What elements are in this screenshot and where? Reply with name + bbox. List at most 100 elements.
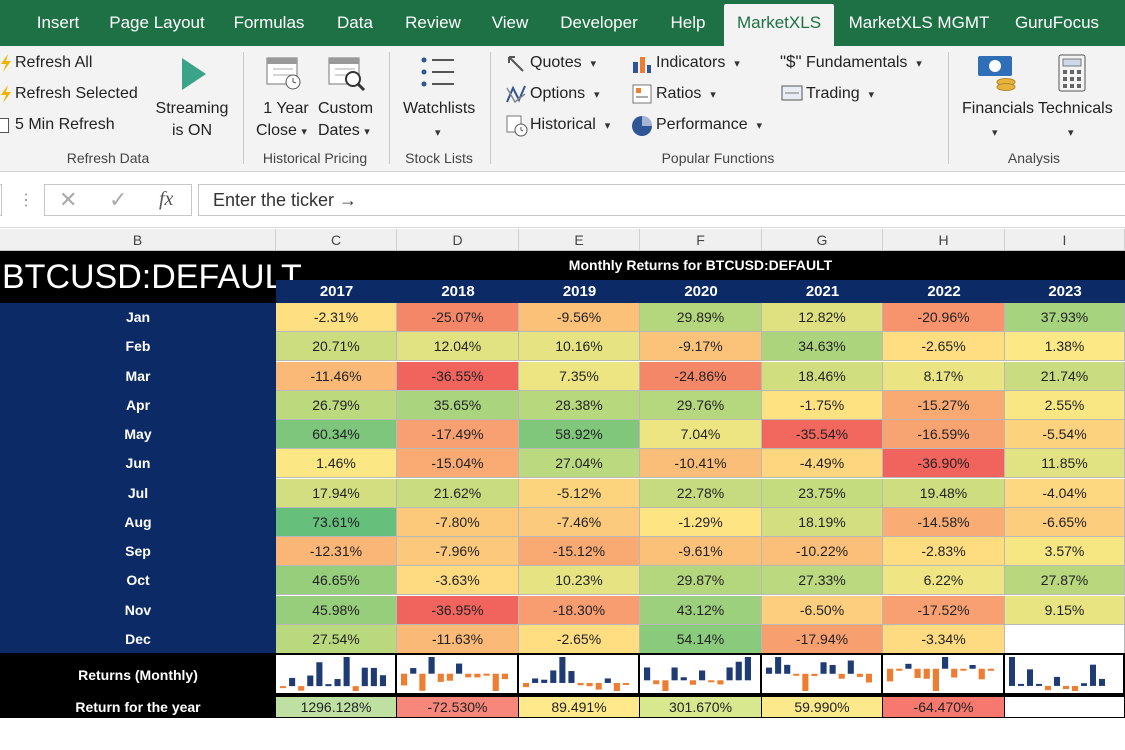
return-cell[interactable]: 9.15% [1005,595,1125,625]
month-label[interactable]: Apr [125,396,151,413]
month-label[interactable]: Jun [125,455,151,472]
return-cell[interactable]: 1.46% [276,449,397,479]
return-cell[interactable]: 45.98% [276,595,397,625]
return-cell[interactable]: -20.96% [883,303,1005,332]
return-cell[interactable]: 73.61% [276,507,397,537]
return-cell[interactable]: -15.27% [883,390,1005,420]
return-cell[interactable]: -1.29% [640,507,762,537]
more-options-icon[interactable]: ⋮ [18,192,34,209]
sparkline[interactable] [640,655,762,693]
return-cell[interactable]: -6.65% [1005,507,1125,537]
month-label[interactable]: Dec [125,630,151,647]
return-cell[interactable]: -12.31% [276,537,397,566]
return-cell[interactable]: 23.75% [762,478,883,508]
return-cell[interactable]: -15.04% [397,449,519,479]
yearly-return-cell[interactable] [1005,697,1125,717]
month-label[interactable]: Jul [127,484,149,501]
return-cell[interactable]: -3.34% [883,624,1005,654]
return-cell[interactable]: 54.14% [640,624,762,654]
return-cell[interactable]: -9.61% [640,537,762,566]
year-header[interactable]: 2023 [1005,280,1125,303]
return-cell[interactable]: 1.38% [1005,332,1125,362]
tab-formulas[interactable]: Formulas [233,13,305,32]
return-cell[interactable]: -36.55% [397,361,519,391]
sparkline[interactable] [519,655,640,693]
yearly-return-cell[interactable]: 59.990% [762,697,883,717]
yearly-return-cell[interactable]: 301.670% [640,697,762,717]
sparkline[interactable] [1005,655,1125,693]
column-header-c[interactable]: C [276,229,397,251]
return-cell[interactable]: 35.65% [397,390,519,420]
return-cell[interactable]: 18.46% [762,361,883,391]
return-cell[interactable]: -24.86% [640,361,762,391]
return-cell[interactable]: 17.94% [276,478,397,508]
return-cell[interactable]: 26.79% [276,390,397,420]
month-label[interactable]: Sep [125,543,151,559]
return-cell[interactable]: -5.12% [519,478,640,508]
return-cell[interactable]: 27.87% [1005,566,1125,596]
return-cell[interactable]: -35.54% [762,420,883,449]
return-cell[interactable]: 2.55% [1005,390,1125,420]
return-cell[interactable]: -7.80% [397,507,519,537]
sparkline[interactable] [276,655,397,693]
return-cell[interactable]: 22.78% [640,478,762,508]
return-cell[interactable]: 12.82% [762,303,883,332]
return-cell[interactable]: 8.17% [883,361,1005,391]
return-cell[interactable]: -4.04% [1005,478,1125,508]
return-cell[interactable]: 43.12% [640,595,762,625]
column-header-b[interactable]: B [0,229,276,251]
return-cell[interactable]: 20.71% [276,332,397,362]
return-cell[interactable]: -2.65% [883,332,1005,362]
return-cell[interactable]: -5.54% [1005,420,1125,449]
return-cell[interactable]: 60.34% [276,420,397,449]
sparkline[interactable] [762,655,883,693]
return-cell[interactable]: -3.63% [397,566,519,596]
enter-icon[interactable]: ✓ [109,187,128,212]
month-label[interactable]: Nov [124,601,152,618]
month-label[interactable]: Oct [126,572,150,589]
sparkline[interactable] [397,655,519,693]
return-cell[interactable]: -2.83% [883,537,1005,566]
formula-input[interactable]: Enter the ticker → [198,184,1125,216]
return-cell[interactable]: 27.04% [519,449,640,479]
return-cell[interactable]: 10.16% [519,332,640,362]
return-cell[interactable]: -17.52% [883,595,1005,625]
tab-gurufocus[interactable]: GuruFocus [1014,13,1100,32]
return-cell[interactable]: 27.54% [276,624,397,654]
column-header-g[interactable]: G [762,229,883,251]
year-header[interactable]: 2022 [883,280,1005,303]
return-cell[interactable]: -9.56% [519,303,640,332]
year-header[interactable]: 2019 [519,280,640,303]
month-label[interactable]: Mar [125,367,151,384]
yearly-return-cell[interactable]: 89.491% [519,697,640,717]
tab-data[interactable]: Data [337,13,373,32]
month-label[interactable]: Aug [124,513,152,530]
return-cell[interactable]: 58.92% [519,420,640,449]
tab-view[interactable]: View [491,13,529,32]
year-header[interactable]: 2020 [640,280,762,303]
return-cell[interactable]: -7.46% [519,507,640,537]
tab-developer[interactable]: Developer [560,13,638,32]
column-header-e[interactable]: E [519,229,640,251]
tab-review[interactable]: Review [405,13,461,32]
tab-insert[interactable]: Insert [36,13,80,32]
return-cell[interactable]: -15.12% [519,537,640,566]
ticker-cell[interactable]: BTCUSD:DEFAULT [0,251,302,303]
return-cell[interactable]: 46.65% [276,566,397,596]
return-cell[interactable]: -10.22% [762,537,883,566]
return-cell[interactable] [1005,624,1125,654]
return-cell[interactable]: -11.63% [397,624,519,654]
return-cell[interactable]: 29.87% [640,566,762,596]
return-cell[interactable]: -4.49% [762,449,883,479]
return-cell[interactable]: -17.49% [397,420,519,449]
yearly-return-cell[interactable]: 1296.128% [276,697,397,717]
return-cell[interactable]: 29.89% [640,303,762,332]
year-header[interactable]: 2017 [276,280,397,303]
return-cell[interactable]: -17.94% [762,624,883,654]
year-header[interactable]: 2021 [762,280,883,303]
return-cell[interactable]: 21.74% [1005,361,1125,391]
return-cell[interactable]: -6.50% [762,595,883,625]
return-cell[interactable]: -11.46% [276,361,397,391]
return-cell[interactable]: 28.38% [519,390,640,420]
return-cell[interactable]: -10.41% [640,449,762,479]
